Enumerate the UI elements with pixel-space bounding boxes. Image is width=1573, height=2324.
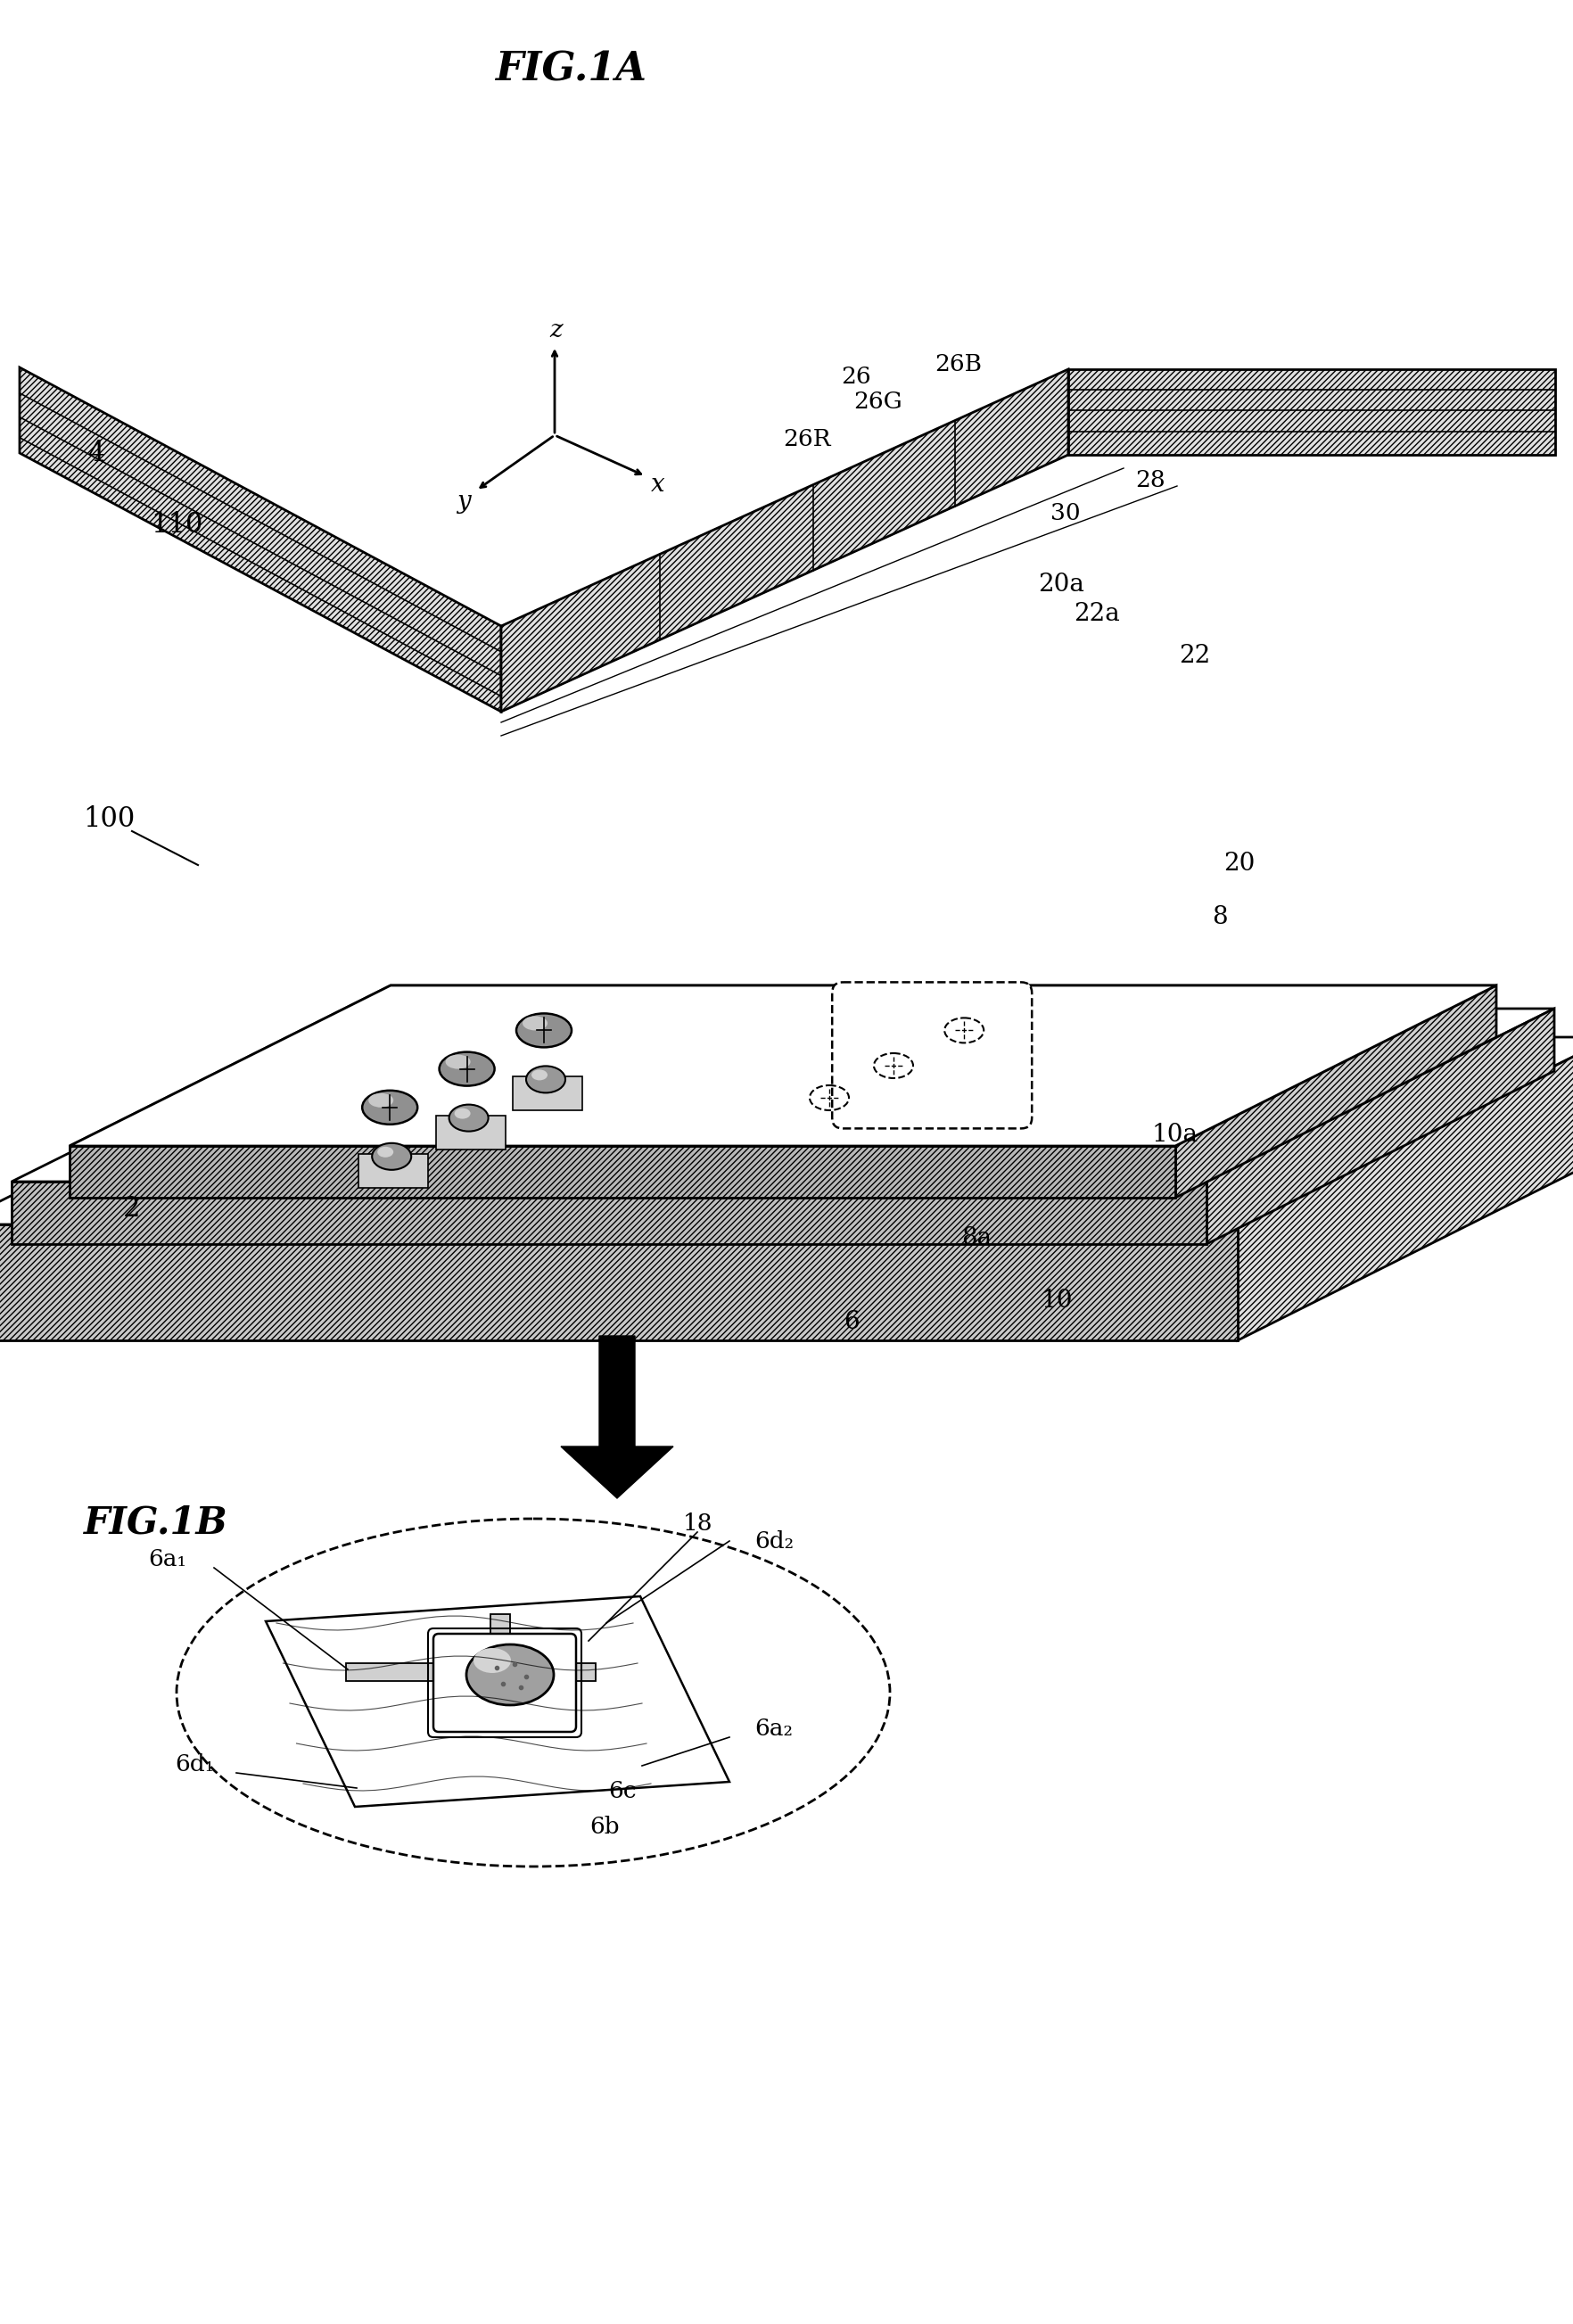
Ellipse shape: [455, 1109, 470, 1118]
Text: 6a₁: 6a₁: [148, 1548, 187, 1571]
Polygon shape: [69, 985, 1496, 1146]
Bar: [359, 1153, 428, 1188]
Text: FIG.1B: FIG.1B: [83, 1504, 228, 1541]
Ellipse shape: [368, 1092, 393, 1109]
Polygon shape: [502, 370, 1068, 711]
Text: 6d₁: 6d₁: [175, 1752, 214, 1776]
Text: y: y: [456, 488, 470, 514]
Ellipse shape: [525, 1067, 565, 1092]
Text: 8a: 8a: [961, 1225, 991, 1250]
FancyBboxPatch shape: [434, 1634, 576, 1731]
Text: z: z: [551, 318, 563, 342]
Polygon shape: [562, 1336, 673, 1499]
Ellipse shape: [466, 1645, 554, 1706]
Ellipse shape: [445, 1055, 470, 1069]
Bar: [513, 1076, 582, 1111]
Text: 22: 22: [1180, 644, 1211, 667]
Polygon shape: [19, 367, 502, 711]
Polygon shape: [1206, 1009, 1554, 1243]
Text: 6d₂: 6d₂: [755, 1529, 794, 1552]
Polygon shape: [69, 985, 1496, 1146]
Text: 26B: 26B: [934, 353, 982, 374]
Ellipse shape: [516, 1013, 571, 1048]
Ellipse shape: [448, 1104, 488, 1132]
Text: 18: 18: [683, 1513, 713, 1534]
Text: 6: 6: [843, 1311, 859, 1334]
Text: 8: 8: [1213, 904, 1229, 930]
Polygon shape: [11, 1181, 1206, 1243]
Text: 28: 28: [1136, 469, 1166, 490]
Text: 6c: 6c: [609, 1780, 637, 1801]
Text: 10: 10: [1041, 1287, 1073, 1313]
Text: 26: 26: [842, 365, 871, 388]
Text: 20a: 20a: [1038, 572, 1084, 597]
Polygon shape: [11, 1009, 1554, 1181]
Ellipse shape: [373, 1143, 411, 1169]
Text: 20: 20: [1224, 851, 1255, 876]
Text: 110: 110: [151, 511, 203, 539]
Text: 100: 100: [83, 804, 135, 832]
Ellipse shape: [378, 1146, 393, 1157]
Text: 30: 30: [1051, 502, 1081, 523]
Polygon shape: [1238, 1037, 1573, 1341]
Text: 10a: 10a: [1151, 1122, 1199, 1146]
Ellipse shape: [362, 1090, 417, 1125]
Ellipse shape: [439, 1053, 494, 1085]
FancyBboxPatch shape: [832, 983, 1032, 1129]
Text: 2: 2: [123, 1195, 140, 1222]
Polygon shape: [69, 1146, 1175, 1197]
Ellipse shape: [522, 1016, 547, 1030]
Polygon shape: [266, 1597, 730, 1806]
Text: 26G: 26G: [854, 390, 903, 411]
Bar: [491, 1615, 510, 1727]
Text: x: x: [651, 472, 665, 497]
Text: 6a₂: 6a₂: [755, 1717, 793, 1738]
Ellipse shape: [532, 1069, 547, 1081]
Polygon shape: [0, 1225, 1238, 1341]
Polygon shape: [1175, 985, 1496, 1197]
Text: 6b: 6b: [590, 1815, 620, 1838]
Bar: [436, 1116, 505, 1148]
Polygon shape: [1068, 370, 1556, 456]
Bar: [346, 1664, 596, 1680]
Text: 26R: 26R: [783, 428, 831, 451]
Text: 22a: 22a: [1074, 602, 1120, 625]
Ellipse shape: [473, 1648, 511, 1673]
Polygon shape: [0, 1037, 1573, 1225]
Text: 4: 4: [88, 439, 105, 467]
Text: FIG.1A: FIG.1A: [495, 51, 647, 88]
